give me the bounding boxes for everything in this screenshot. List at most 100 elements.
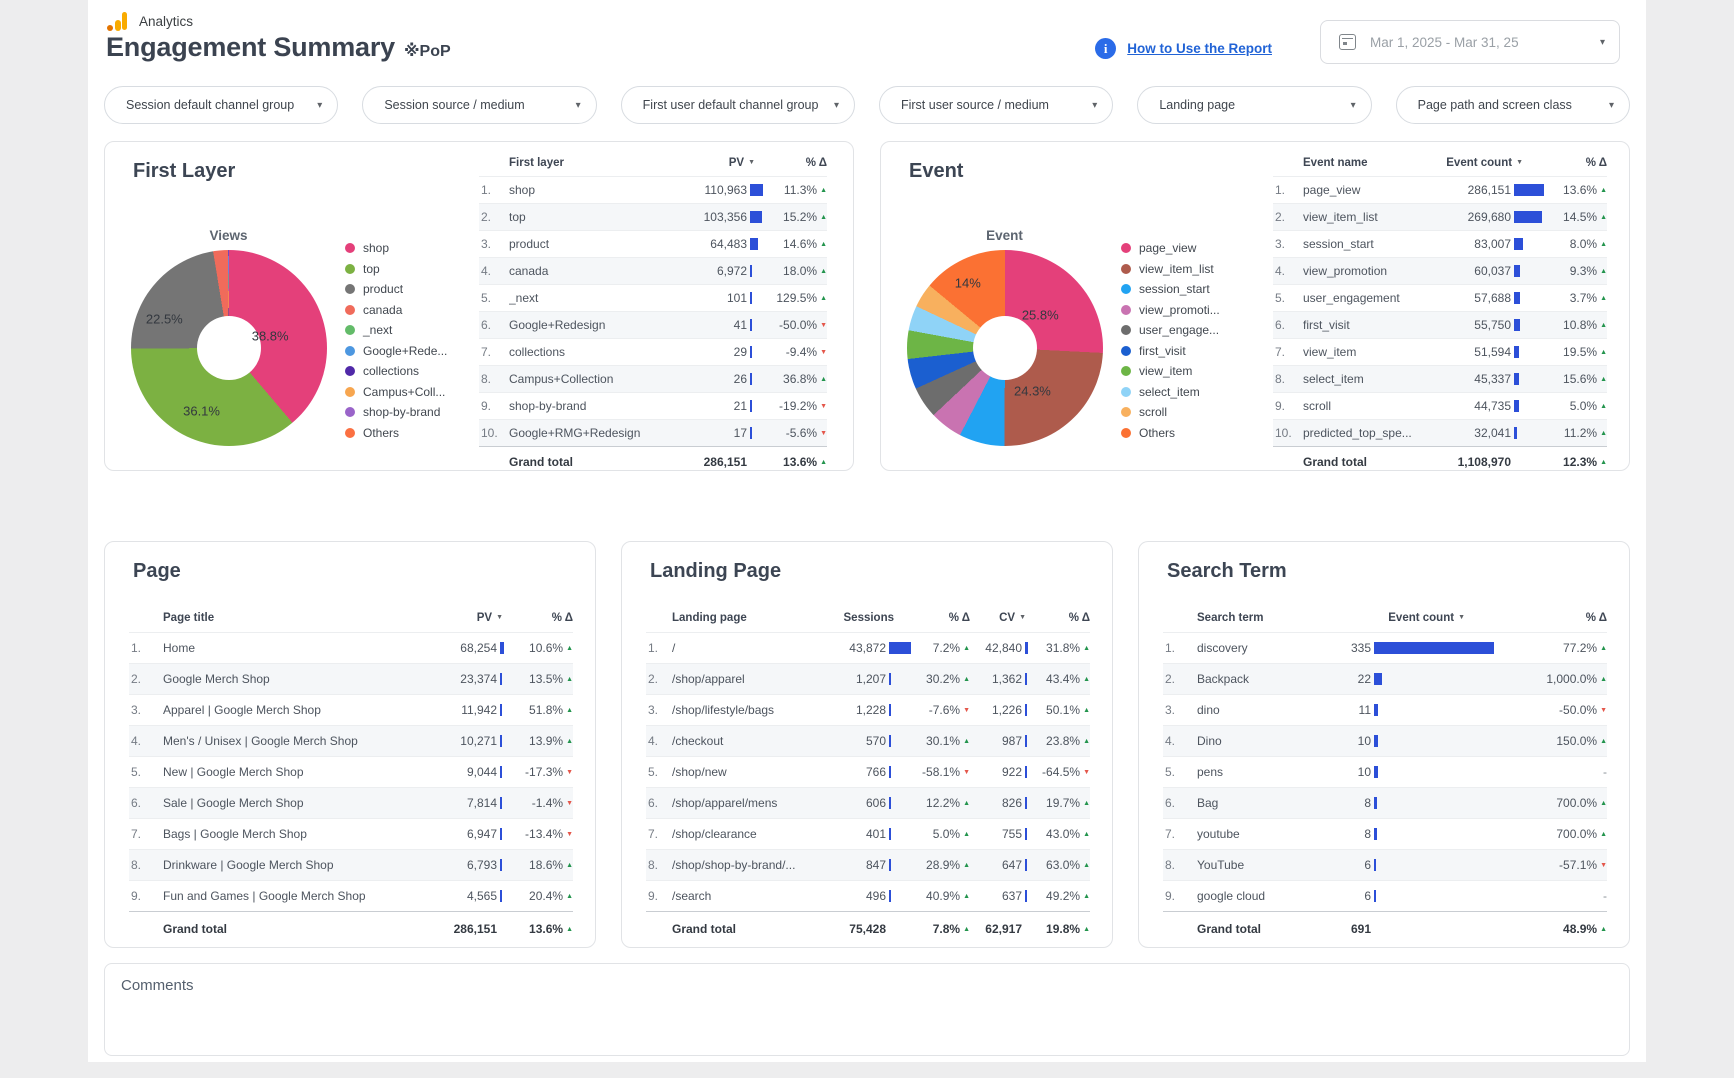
row-dimension: Sale | Google Merch Shop <box>163 796 304 810</box>
filter-label: First user source / medium <box>900 98 1049 112</box>
table-row: 7. view_item 51,594 19.5% ▲ <box>1273 338 1607 365</box>
delta-value: -50.0% ▼ <box>779 318 827 332</box>
date-range-picker[interactable]: Mar 1, 2025 - Mar 31, 25 ▾ <box>1320 20 1620 64</box>
row-value: 6 <box>1364 858 1371 872</box>
metric-header[interactable]: PV ▼ <box>728 157 755 169</box>
metric-header[interactable]: CV ▼ <box>999 612 1026 624</box>
row-value: 26 <box>733 372 747 386</box>
legend-dot-icon <box>345 325 355 336</box>
donut-percent-label: 25.8% <box>1021 307 1059 323</box>
legend-item: view_item_list <box>1121 259 1220 280</box>
table-row: 6. first_visit 55,750 10.8% ▲ <box>1273 311 1607 338</box>
row-dimension: Home <box>163 641 196 655</box>
search-term-card: Search Term Search term Event count ▼ % Δ 1.… <box>1138 541 1630 948</box>
row-value: 41 <box>733 318 747 332</box>
row-dimension: first_visit <box>1303 318 1350 332</box>
comments-label: Comments <box>121 977 194 994</box>
legend-label: Google+Rede... <box>363 343 448 358</box>
legend-label: collections <box>363 364 420 379</box>
value-bar <box>1371 859 1505 871</box>
row-rank: 2. <box>131 672 142 686</box>
legend-label: _next <box>363 323 393 338</box>
up-arrow-icon: ▲ <box>1600 429 1607 437</box>
row-rank: 2. <box>1275 210 1286 224</box>
event-donut-chart[interactable]: 25.8% 24.3% 14% <box>907 250 1103 446</box>
dimension-header: First layer <box>509 157 564 169</box>
brand: Analytics <box>106 12 193 31</box>
row-value: 6,793 <box>466 858 497 872</box>
row-value: 21 <box>733 399 747 413</box>
delta-value: 13.5% ▲ <box>529 672 573 686</box>
legend-item: top <box>345 259 447 280</box>
value-bar <box>747 292 765 304</box>
table-row: 5. /shop/new 766 -58.1% ▼ 922 -64.5% ▼ <box>646 756 1090 787</box>
grand-total-value: 1,108,970 <box>1457 455 1511 469</box>
metric-header[interactable]: PV ▼ <box>476 612 503 624</box>
sessions-value: 1,228 <box>855 703 886 717</box>
value-bar <box>886 828 914 840</box>
table-row: 5. user_engagement 57,688 3.7% ▲ <box>1273 284 1607 311</box>
first-layer-donut-chart[interactable]: 38.8% 36.1% 22.5% <box>131 250 327 446</box>
delta-value: 77.2% ▲ <box>1563 641 1607 655</box>
row-value: 83,007 <box>1474 237 1511 251</box>
dimension-header: Search term <box>1197 612 1264 624</box>
comments-box[interactable]: Comments <box>104 963 1630 1056</box>
table-row: 4. canada 6,972 18.0% ▲ <box>479 257 827 284</box>
metric-header[interactable]: Event count ▼ <box>1446 157 1523 169</box>
how-to-use-link[interactable]: How to Use the Report <box>1127 41 1272 56</box>
filter-label: Session default channel group <box>126 98 295 112</box>
table-row: 4. view_promotion 60,037 9.3% ▲ <box>1273 257 1607 284</box>
filter-session-default-channel-group[interactable]: Session default channel group ▾ <box>104 86 339 124</box>
up-arrow-icon: ▲ <box>1600 267 1607 275</box>
up-arrow-icon: ▲ <box>1083 861 1090 869</box>
row-dimension: Campus+Collection <box>509 372 614 386</box>
cv-delta-header: % Δ <box>1068 612 1090 624</box>
grand-total-label: Grand total <box>509 455 574 469</box>
grand-total-row: Grand total 1,108,970 12.3% ▲ <box>1273 446 1607 477</box>
down-arrow-icon: ▼ <box>566 799 573 807</box>
legend-label: view_item <box>1139 364 1193 379</box>
down-arrow-icon: ▼ <box>820 321 827 329</box>
legend-dot-icon <box>345 304 355 315</box>
delta-value: 11.2% ▲ <box>1563 426 1607 440</box>
filter-first-user-source-medium[interactable]: First user source / medium ▾ <box>878 86 1114 124</box>
table-row: 1. page_view 286,151 13.6% ▲ <box>1273 176 1607 203</box>
table-row: 7. youtube 8 700.0% ▲ <box>1163 818 1607 849</box>
title-row: Engagement Summary ※PoP <box>106 32 451 63</box>
filter-page-path-screen-class[interactable]: Page path and screen class ▾ <box>1395 86 1630 124</box>
sort-caret-icon: ▼ <box>1458 614 1465 621</box>
row-value: 110,963 <box>704 183 748 197</box>
info-icon[interactable]: i <box>1095 38 1117 59</box>
filter-landing-page[interactable]: Landing page ▾ <box>1137 86 1372 124</box>
row-value: 101 <box>726 291 747 305</box>
filter-first-user-default-channel-group[interactable]: First user default channel group ▾ <box>620 86 855 124</box>
delta-header: % Δ <box>1585 612 1607 624</box>
filter-session-source-medium[interactable]: Session source / medium ▾ <box>362 86 597 124</box>
legend-label: user_engage... <box>1139 323 1220 338</box>
logo-bar-mid <box>115 20 121 31</box>
table-header-row: Search term Event count ▼ % Δ <box>1163 604 1607 632</box>
filter-label: Landing page <box>1159 98 1236 112</box>
legend-dot-icon <box>345 345 355 356</box>
table-row: 2. top 103,356 15.2% ▲ <box>479 203 827 230</box>
calendar-icon <box>1339 34 1356 50</box>
up-arrow-icon: ▲ <box>566 644 573 652</box>
value-bar <box>1511 184 1547 196</box>
row-rank: 9. <box>131 889 142 903</box>
row-dimension: Google+Redesign <box>509 318 606 332</box>
chevron-down-icon: ▾ <box>833 99 839 111</box>
row-rank: 3. <box>131 703 142 717</box>
delta-value: 10.6% ▲ <box>529 641 573 655</box>
delta-value: -7.6% ▼ <box>928 703 970 717</box>
row-dimension: YouTube <box>1197 858 1245 872</box>
sort-caret-icon: ▼ <box>1516 159 1523 166</box>
table-row: 8. select_item 45,337 15.6% ▲ <box>1273 365 1607 392</box>
delta-value: 14.5% ▲ <box>1563 210 1607 224</box>
up-arrow-icon: ▲ <box>963 861 970 869</box>
row-dimension: / <box>672 641 676 655</box>
metric-header[interactable]: Event count ▼ <box>1388 612 1465 624</box>
row-dimension: pens <box>1197 765 1224 779</box>
row-dimension: session_start <box>1303 237 1374 251</box>
value-bar <box>1022 704 1032 716</box>
delta-value: 40.9% ▲ <box>926 889 970 903</box>
